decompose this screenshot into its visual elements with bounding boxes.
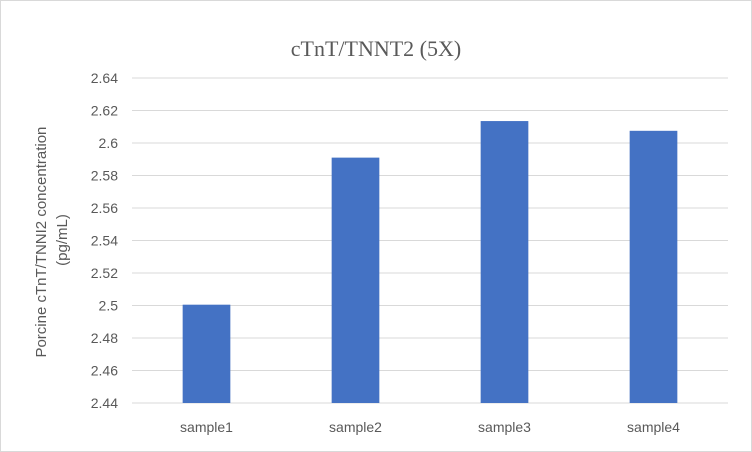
y-tick-label: 2.58: [91, 168, 118, 184]
bar-sample3: [480, 121, 529, 403]
y-axis-title: Porcine cTnT/TNNI2 concentration (pg/mL): [33, 122, 71, 357]
x-tick-label: sample1: [180, 419, 233, 435]
y-tick-label: 2.52: [91, 265, 118, 281]
bar-sample4: [629, 130, 678, 403]
y-axis-title-line-1: Porcine cTnT/TNNI2 concentration: [33, 127, 50, 358]
y-tick-label: 2.56: [91, 200, 118, 216]
y-tick-label: 2.6: [99, 135, 119, 151]
y-tick-label: 2.48: [91, 330, 118, 346]
y-tick-label: 2.5: [99, 298, 119, 314]
bar-sample1: [182, 304, 231, 403]
y-tick-label: 2.62: [91, 103, 118, 119]
x-tick-label: sample3: [478, 419, 531, 435]
y-axis-title-line-2: (pg/mL): [54, 214, 71, 266]
gridlines: [132, 77, 728, 404]
y-tick-label: 2.64: [91, 70, 118, 86]
x-tick-label: sample2: [329, 419, 382, 435]
chart-title: cTnT/TNNT2 (5X): [291, 36, 461, 61]
y-tick-label: 2.46: [91, 363, 118, 379]
x-axis-ticks: sample1 sample2 sample3 sample4: [180, 419, 680, 435]
y-axis-ticks: 2.44 2.46 2.48 2.5 2.52 2.54 2.56 2.58 2.6 2.62 2.…: [91, 70, 118, 411]
y-tick-label: 2.54: [91, 233, 118, 249]
x-tick-label: sample4: [627, 419, 680, 435]
y-tick-label: 2.44: [91, 395, 118, 411]
bar-sample2: [331, 157, 380, 403]
bars: [182, 121, 678, 403]
